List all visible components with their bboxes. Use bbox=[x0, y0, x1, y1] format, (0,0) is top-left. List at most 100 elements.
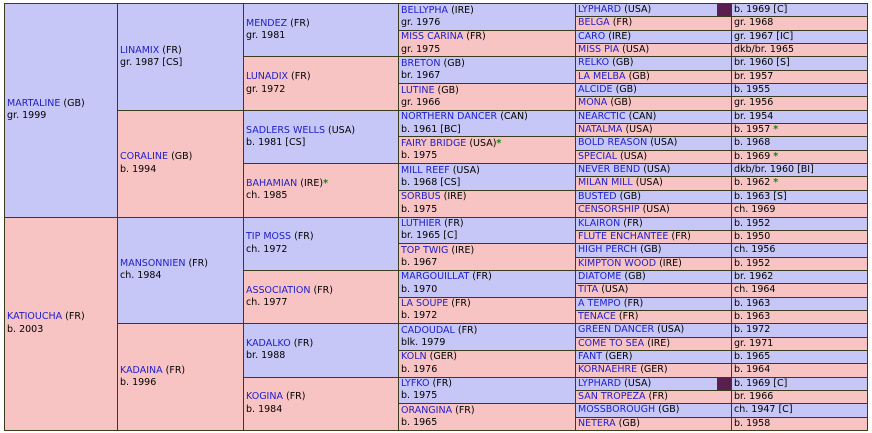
horse-name-link[interactable]: FLUTE ENCHANTEE bbox=[578, 230, 669, 242]
horse-name-link[interactable]: MISS CARINA bbox=[401, 31, 464, 43]
horse-name-link[interactable]: SADLERS WELLS bbox=[246, 124, 325, 136]
horse-country: (FR) bbox=[466, 31, 486, 43]
horse-name-link[interactable]: SPECIAL bbox=[578, 150, 617, 162]
horse-info: b. 1965 bbox=[401, 417, 438, 429]
horse-info: b. 1981 [CS] bbox=[246, 136, 306, 148]
horse-name-link[interactable]: KLAIRON bbox=[578, 217, 621, 229]
pedigree-row: FLUTE ENCHANTEE (FR) b. 1950 bbox=[5, 229, 868, 245]
horse-name-link[interactable]: BOLD REASON bbox=[578, 137, 648, 149]
horse-name-link[interactable]: HIGH PERCH bbox=[578, 244, 638, 256]
horse-info: gr. 1966 bbox=[401, 96, 441, 108]
horse-info: b. 1968 bbox=[734, 137, 771, 149]
horse-name-link[interactable]: GREEN DANCER bbox=[578, 324, 655, 336]
horse-name-link[interactable]: KOLN bbox=[401, 351, 427, 363]
pedigree-row: COME TO SEA (IRE) gr. 1971 bbox=[5, 336, 868, 351]
horse-name-link[interactable]: MANSONNIEN bbox=[120, 258, 186, 270]
horse-name-link[interactable]: BELGA bbox=[578, 17, 610, 29]
horse-info: br. 1965 [C] bbox=[401, 230, 458, 242]
horse-info: br. 1962 bbox=[734, 270, 774, 282]
horse-name-link[interactable]: BELLYPHA bbox=[401, 4, 449, 16]
horse-name-link[interactable]: LYFKO bbox=[401, 378, 430, 390]
horse-info: b. 1964 bbox=[734, 364, 771, 376]
horse-name-link[interactable]: TIP MOSS bbox=[246, 231, 292, 243]
horse-name-link[interactable]: MISS PIA bbox=[578, 44, 620, 56]
horse-info-cell: b. 1950 bbox=[731, 229, 868, 245]
horse-name-link[interactable]: MOSSBOROUGH bbox=[578, 404, 656, 416]
horse-info-cell: dkb/br. 1960 [BI] bbox=[731, 163, 868, 178]
horse-name-link[interactable]: NEVER BEND bbox=[578, 164, 641, 176]
horse-name-link[interactable]: LYPHARD bbox=[578, 4, 622, 15]
horse-name-link[interactable]: CARO bbox=[578, 30, 606, 42]
horse-name-link[interactable]: BUSTED bbox=[578, 190, 617, 202]
horse-cell-gen5-8: MONA (GB) bbox=[575, 96, 732, 111]
horse-country: (GB) bbox=[171, 151, 193, 163]
horse-country: (CAN) bbox=[500, 111, 528, 123]
horse-info: br. 1966 bbox=[734, 390, 774, 402]
horse-info: b. 1975 bbox=[401, 203, 438, 215]
horse-name-link[interactable]: MENDEZ bbox=[246, 17, 288, 29]
horse-name-link[interactable]: LINAMIX bbox=[120, 44, 160, 56]
horse-name-link[interactable]: CENSORSHIP bbox=[578, 204, 640, 216]
horse-name-link[interactable]: TOP TWIG bbox=[401, 244, 449, 256]
horse-cell-gen4-13: CADOUDAL (FR) blk. 1979 bbox=[398, 323, 576, 351]
horse-name-link[interactable]: LYPHARD bbox=[578, 377, 622, 389]
horse-name-link[interactable]: MARTALINE bbox=[7, 97, 61, 109]
horse-info-cell: b. 1964 bbox=[731, 363, 868, 378]
horse-country: (USA) bbox=[624, 377, 652, 389]
horse-name-link[interactable]: BRETON bbox=[401, 57, 441, 69]
horse-name-link[interactable]: MONA bbox=[578, 97, 608, 109]
horse-name-link[interactable]: KIMPTON WOOD bbox=[578, 257, 657, 269]
horse-name-link[interactable]: A TEMPO bbox=[578, 297, 621, 309]
horse-name-link[interactable]: KOGINA bbox=[246, 391, 283, 403]
horse-name-link[interactable]: CADOUDAL bbox=[401, 324, 455, 336]
horse-name-link[interactable]: KADALKO bbox=[246, 338, 291, 350]
horse-name-link[interactable]: ASSOCIATION bbox=[246, 284, 311, 296]
horse-country: (GB) bbox=[610, 97, 632, 109]
horse-name-link[interactable]: MILAN MILL bbox=[578, 177, 633, 189]
horse-name-link[interactable]: RELKO bbox=[578, 57, 610, 69]
horse-name-link[interactable]: LA MELBA bbox=[578, 70, 626, 82]
horse-name-link[interactable]: MARGOUILLAT bbox=[401, 271, 470, 283]
horse-name-link[interactable]: NATALMA bbox=[578, 124, 623, 136]
horse-name-link[interactable]: KATIOUCHA bbox=[7, 311, 63, 323]
horse-name-link[interactable]: TITA bbox=[578, 284, 599, 296]
horse-name-link[interactable]: NEARCTIC bbox=[578, 110, 626, 122]
horse-country: (GB) bbox=[628, 70, 650, 82]
horse-name-link[interactable]: BAHAMIAN bbox=[246, 177, 298, 189]
horse-name-link[interactable]: LA SOUPE bbox=[401, 298, 449, 310]
horse-name-link[interactable]: DIATOME bbox=[578, 270, 622, 282]
horse-name-link[interactable]: LUNADIX bbox=[246, 71, 289, 83]
horse-name-link[interactable]: TENACE bbox=[578, 310, 616, 322]
horse-cell-gen5-32: NETERA (GB) bbox=[575, 416, 732, 432]
horse-cell-gen3-6: ASSOCIATION (FR) ch. 1977 bbox=[243, 269, 399, 325]
horse-name-link[interactable]: CORALINE bbox=[120, 151, 169, 163]
horse-name-link[interactable]: MILL REEF bbox=[401, 164, 450, 176]
horse-name-link[interactable]: LUTINE bbox=[401, 84, 435, 96]
horse-cell-gen4-5: NORTHERN DANCER (CAN) b. 1961 [BC] bbox=[398, 109, 576, 138]
horse-name-link[interactable]: ORANGINA bbox=[401, 404, 453, 416]
horse-info: b. 1950 bbox=[734, 230, 771, 242]
horse-cell-gen5-31: MOSSBOROUGH (GB) bbox=[575, 403, 732, 418]
horse-name-link[interactable]: SORBUS bbox=[401, 191, 441, 203]
horse-country: (FR) bbox=[294, 231, 314, 243]
horse-name-link[interactable]: FANT bbox=[578, 350, 603, 362]
horse-cell-gen5-12: SPECIAL (USA) bbox=[575, 149, 732, 165]
horse-name-link[interactable]: LUTHIER bbox=[401, 218, 442, 229]
horse-cell-gen4-11: MARGOUILLAT (FR) b. 1970 bbox=[398, 269, 576, 298]
horse-info: b. 1958 bbox=[734, 417, 771, 429]
horse-name-link[interactable]: COME TO SEA bbox=[578, 337, 645, 349]
horse-info: b. 1952 bbox=[734, 217, 771, 229]
pedigree-row: KOGINA (FR) b. 1984 LYFKO (FR) b. 1975 LYPHA… bbox=[5, 376, 868, 432]
horse-name-link[interactable]: NETERA bbox=[578, 417, 616, 429]
horse-name-link[interactable]: ALCIDE bbox=[578, 84, 613, 96]
horse-name-link[interactable]: NORTHERN DANCER bbox=[401, 111, 498, 123]
horse-cell-gen5-22: TITA (USA) bbox=[575, 283, 732, 298]
horse-cell-gen1-dam: KATIOUCHA (FR) b. 2003 bbox=[4, 216, 118, 431]
horse-info: ch. 1969 bbox=[734, 204, 776, 216]
horse-name-link[interactable]: FAIRY BRIDGE bbox=[401, 137, 467, 149]
horse-name-link[interactable]: KADAINA bbox=[120, 364, 163, 376]
horse-cell-gen3-7: KADALKO (FR) br. 1988 bbox=[243, 323, 399, 378]
horse-name-link[interactable]: KORNAEHRE bbox=[578, 364, 638, 376]
horse-country: (IRE) bbox=[451, 4, 474, 16]
horse-name-link[interactable]: SAN TROPEZA bbox=[578, 390, 646, 402]
